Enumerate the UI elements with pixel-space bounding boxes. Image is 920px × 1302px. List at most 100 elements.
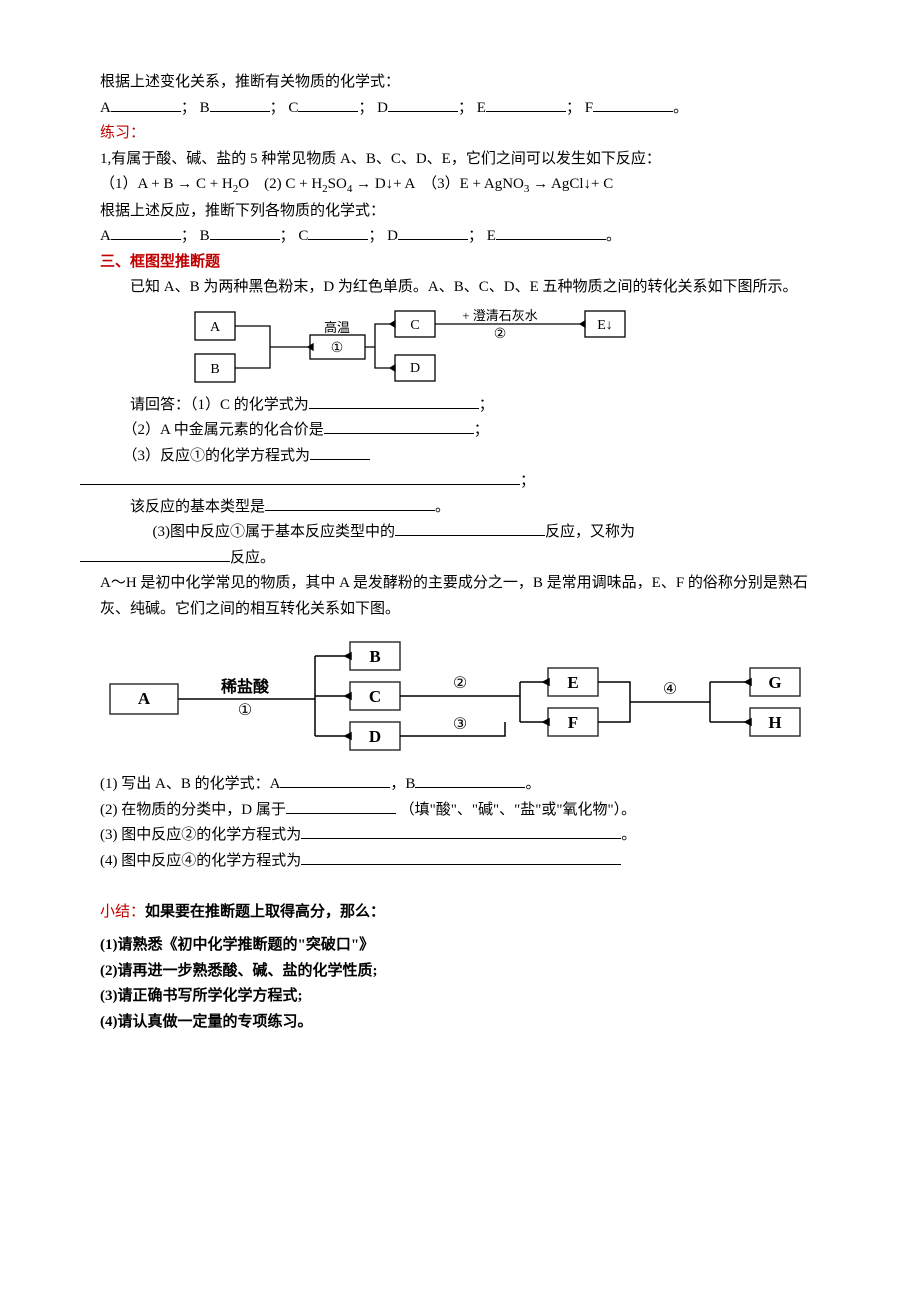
- blank: [265, 495, 435, 511]
- d1-two: ②: [494, 327, 507, 342]
- r-part: SO: [328, 176, 347, 192]
- label-b: B: [200, 228, 210, 244]
- p3-ans5: (3)图中反应①属于基本反应类型中的 反应，又称为: [100, 520, 830, 546]
- blank-d: [388, 96, 458, 112]
- intro-line: 根据上述变化关系，推断有关物质的化学式：: [100, 70, 830, 96]
- q1-line1: 1,有属于酸、碱、盐的 5 种常见物质 A、B、C、D、E，它们之间可以发生如下…: [100, 147, 830, 173]
- semi: ；: [280, 228, 295, 244]
- semi: ；: [270, 100, 285, 116]
- text: ，B: [390, 776, 415, 792]
- blank-d2: [398, 224, 468, 240]
- s2: (2)请再进一步熟悉酸、碱、盐的化学性质;: [100, 959, 830, 985]
- blank: [415, 772, 525, 788]
- blank: [324, 418, 474, 434]
- q1-reactions: （1）A + B → C + H2O (2) C + H2SO4 → D↓+ A…: [100, 172, 830, 199]
- blank: [80, 546, 230, 562]
- p3-longblank: ；: [80, 469, 830, 495]
- period: 。: [673, 100, 688, 116]
- period: 。: [435, 499, 450, 515]
- p3-ans3: （3）反应①的化学方程式为: [100, 444, 830, 470]
- label-e: E: [477, 100, 486, 116]
- blank-a: [111, 96, 181, 112]
- blank-c2: [308, 224, 368, 240]
- svg-text:G: G: [768, 673, 781, 692]
- r-part: → D↓+ A （3）E + AgNO: [352, 176, 524, 192]
- svg-text:稀盐酸: 稀盐酸: [221, 677, 270, 696]
- svg-text:④: ④: [663, 681, 677, 698]
- p3-ans2: （2）A 中金属元素的化合价是；: [100, 418, 830, 444]
- semi: ；: [181, 228, 196, 244]
- svg-text:B: B: [369, 647, 380, 666]
- semi: ；: [474, 422, 489, 438]
- r-part: O (2) C + H: [238, 176, 322, 192]
- text: (4) 图中反应④的化学方程式为: [100, 853, 301, 869]
- blank-b2: [210, 224, 280, 240]
- blank: [280, 772, 390, 788]
- period: 。: [606, 228, 621, 244]
- blank: [395, 520, 545, 536]
- blank-c: [298, 96, 358, 112]
- d1-a: A: [210, 320, 221, 335]
- svg-text:②: ②: [453, 675, 467, 692]
- blank-a2: [111, 224, 181, 240]
- practice-heading: 练习：: [100, 121, 830, 147]
- label-c: C: [288, 100, 298, 116]
- r-part: （1）A + B → C + H: [100, 176, 233, 192]
- text: 反应，又称为: [545, 524, 635, 540]
- d1-e: E↓: [597, 318, 613, 333]
- d1-hi: 高温: [324, 320, 350, 335]
- svg-text:D: D: [369, 727, 381, 746]
- label-f: F: [585, 100, 593, 116]
- svg-text:C: C: [369, 687, 381, 706]
- text: (3) 图中反应②的化学方程式为: [100, 827, 301, 843]
- p3-ans4: 该反应的基本类型是 。: [100, 495, 830, 521]
- svg-text:E: E: [567, 673, 578, 692]
- p4-1: (1) 写出 A、B 的化学式：A，B。: [100, 772, 830, 798]
- label-a: A: [100, 228, 111, 244]
- blank: [301, 849, 621, 865]
- text: 反应。: [230, 550, 275, 566]
- diagram-2: A B C D E F G H 稀盐酸 ① ② ③ ④: [100, 632, 830, 762]
- blank: [301, 823, 621, 839]
- label-b: B: [200, 100, 210, 116]
- s4: (4)请认真做一定量的专项练习。: [100, 1010, 830, 1036]
- p4-3: (3) 图中反应②的化学方程式为 。: [100, 823, 830, 849]
- period: 。: [621, 827, 636, 843]
- semi: ；: [368, 228, 383, 244]
- blank: [310, 444, 370, 460]
- svg-text:③: ③: [453, 716, 467, 733]
- fill-abcdef: A； B； C； D； E； F。: [100, 96, 830, 122]
- label-c: C: [298, 228, 308, 244]
- q1-line3: 根据上述反应，推断下列各物质的化学式：: [100, 199, 830, 225]
- blank-f: [593, 96, 673, 112]
- text: (3)图中反应①属于基本反应类型中的: [153, 524, 396, 540]
- text: 该反应的基本类型是: [130, 499, 265, 515]
- p4-line1: A～H 是初中化学常见的物质，其中 A 是发酵粉的主要成分之一，B 是常用调味品…: [100, 571, 830, 622]
- p3-line1: 已知 A、B 为两种黑色粉末，D 为红色单质。A、B、C、D、E 五种物质之间的…: [100, 275, 830, 301]
- d1-d: D: [410, 361, 420, 376]
- svg-text:①: ①: [238, 702, 252, 719]
- diagram-1: A B C D E↓ 高温 ① + 澄清石灰水 ②: [190, 307, 830, 387]
- blank: [80, 469, 520, 485]
- text: (2) 在物质的分类中，D 属于: [100, 802, 286, 818]
- text: (1) 写出 A、B 的化学式：A: [100, 776, 280, 792]
- semi: ；: [458, 100, 473, 116]
- label-d: D: [387, 228, 398, 244]
- summary-body: 如果要在推断题上取得高分，那么：: [145, 904, 385, 920]
- label-e: E: [487, 228, 496, 244]
- semi: ；: [468, 228, 483, 244]
- semi: ；: [566, 100, 581, 116]
- blank: [309, 393, 479, 409]
- semi: ；: [181, 100, 196, 116]
- text: （填"酸"、"碱"、"盐"或"氧化物"）。: [400, 802, 637, 818]
- p4-2: (2) 在物质的分类中，D 属于 （填"酸"、"碱"、"盐"或"氧化物"）。: [100, 798, 830, 824]
- p3-ans1: 请回答：（1）C 的化学式为；: [100, 393, 830, 419]
- blank-e: [486, 96, 566, 112]
- d1-c: C: [410, 318, 419, 333]
- svg-text:H: H: [768, 713, 781, 732]
- semi: ；: [520, 473, 535, 489]
- p3-ans5b: 反应。: [80, 546, 830, 572]
- fill-abcde: A； B； C； D； E。: [100, 224, 830, 250]
- svg-text:F: F: [568, 713, 578, 732]
- semi: ；: [479, 397, 494, 413]
